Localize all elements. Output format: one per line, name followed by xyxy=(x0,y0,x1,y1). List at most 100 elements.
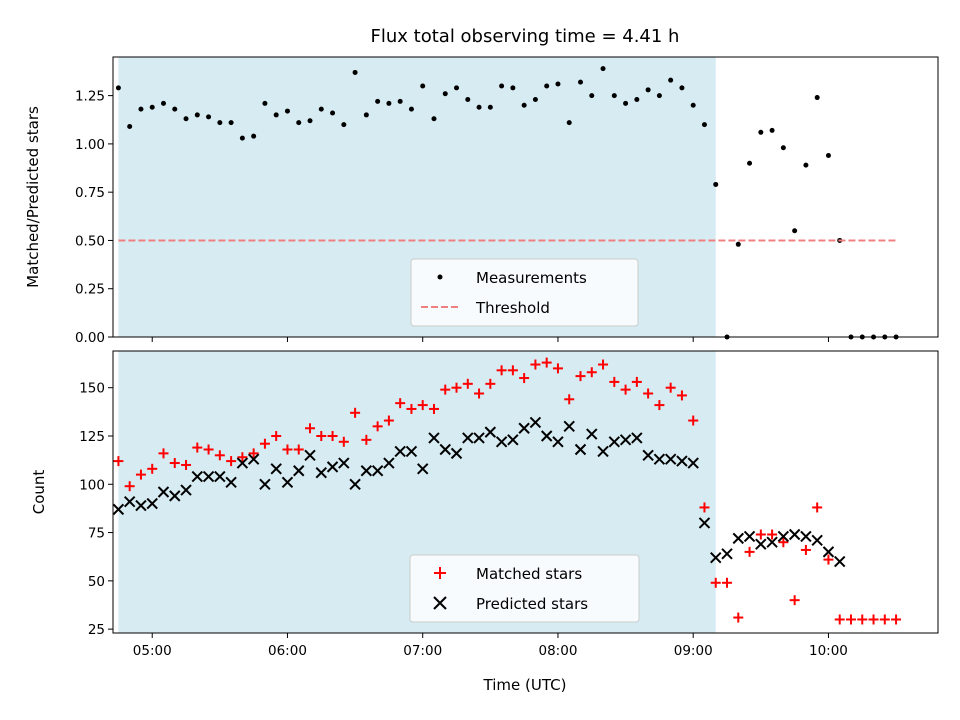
predicted-stars-point xyxy=(834,555,846,568)
matched-stars-point xyxy=(237,452,248,463)
predicted-stars-point xyxy=(721,548,733,560)
predicted-stars-point xyxy=(732,532,744,545)
matched-stars-point xyxy=(113,456,124,467)
measurements-point xyxy=(138,106,144,112)
predicted-stars-point xyxy=(338,457,350,469)
matched-stars-point xyxy=(654,400,665,411)
measurements-point xyxy=(668,77,674,83)
matched-stars-point xyxy=(158,448,169,459)
predicted-stars-point xyxy=(529,416,542,429)
predicted-stars-point xyxy=(112,503,125,516)
measurements-point xyxy=(149,104,155,110)
predicted-stars-point xyxy=(428,432,440,444)
matched-stars-point xyxy=(800,544,811,555)
matched-stars-point xyxy=(868,614,879,625)
measurements-point xyxy=(555,81,561,87)
matched-stars-point xyxy=(451,382,462,393)
bottom-ytick-label: 100 xyxy=(79,477,105,493)
matched-stars-point xyxy=(879,614,890,625)
matched-stars-point xyxy=(417,400,428,411)
predicted-stars-point xyxy=(653,453,666,465)
matched-stars-point xyxy=(124,481,135,492)
measurements-point xyxy=(780,145,786,151)
predicted-stars-point xyxy=(191,470,204,483)
predicted-stars-point xyxy=(586,428,598,440)
predicted-stars-point xyxy=(822,546,835,558)
matched-stars-point xyxy=(891,614,902,625)
predicted-stars-point xyxy=(698,517,711,529)
matched-stars-point xyxy=(259,438,270,449)
top-legend-box xyxy=(410,258,639,327)
matched-stars-point xyxy=(665,382,676,393)
matched-stars-point xyxy=(823,554,834,565)
predicted-stars-point xyxy=(676,455,688,467)
predicted-stars-point xyxy=(405,445,418,458)
matched-stars-point xyxy=(181,459,192,470)
predicted-stars-point xyxy=(394,445,406,458)
matched-stars-point xyxy=(203,444,214,455)
matched-stars-point xyxy=(688,415,699,426)
predicted-stars-point xyxy=(417,463,429,475)
matched-stars-point xyxy=(226,456,237,467)
bottom-ytick-label: 50 xyxy=(88,574,105,590)
matched-stars-point xyxy=(744,546,755,557)
matched-stars-point xyxy=(147,463,158,474)
predicted-stars-point xyxy=(540,430,553,442)
measurements-point xyxy=(747,160,753,166)
matched-stars-point xyxy=(135,469,146,480)
measurements-point xyxy=(206,114,212,120)
measurements-point xyxy=(769,127,775,133)
matched-stars-point xyxy=(564,394,575,405)
measurements-point xyxy=(296,120,302,126)
predicted-stars-point xyxy=(383,457,395,469)
measurements-point xyxy=(623,100,629,106)
predicted-stars-point xyxy=(349,478,361,490)
predicted-stars-point xyxy=(202,470,215,483)
measurements-point xyxy=(217,120,223,126)
top-ytick-label: 0.25 xyxy=(75,282,105,298)
measurements-point xyxy=(228,120,234,126)
matched-stars-point xyxy=(474,388,485,399)
bottom-ytick-label: 150 xyxy=(79,381,105,397)
predicted-stars-point xyxy=(293,465,305,477)
measurements-point xyxy=(611,93,617,99)
matched-stars-point xyxy=(327,430,338,441)
legend-label-threshold: Threshold xyxy=(475,299,550,317)
measurements-point xyxy=(544,83,550,89)
predicted-stars-point xyxy=(247,453,260,465)
matched-stars-point xyxy=(361,434,372,445)
measurements-point xyxy=(499,83,505,89)
matched-stars-point xyxy=(372,421,383,432)
predicted-stars-point xyxy=(518,422,530,434)
predicted-stars-point xyxy=(743,530,756,543)
predicted-stars-point xyxy=(664,453,677,465)
predicted-stars-point xyxy=(597,445,609,458)
matched-stars-point xyxy=(248,448,259,459)
matched-stars-point xyxy=(406,403,417,414)
predicted-stars-point xyxy=(800,530,812,543)
measurements-point xyxy=(442,91,448,97)
predicted-stars-point xyxy=(608,436,621,448)
measurements-point xyxy=(251,133,257,139)
predicted-stars-point xyxy=(473,432,485,444)
matched-stars-point xyxy=(643,388,654,399)
predicted-stars-point xyxy=(259,478,271,490)
matched-stars-point xyxy=(857,614,868,625)
predicted-stars-point xyxy=(710,551,722,564)
matched-stars-point xyxy=(192,442,203,453)
predicted-stars-point xyxy=(326,461,339,473)
measurements-point xyxy=(465,96,471,102)
measurements-point xyxy=(127,124,133,130)
predicted-stars-point xyxy=(563,420,575,433)
predicted-stars-point xyxy=(270,463,282,475)
matched-stars-point xyxy=(383,415,394,426)
predicted-stars-point xyxy=(642,449,654,462)
top-ytick-label: 0.00 xyxy=(75,330,105,346)
measurements-point xyxy=(825,152,831,158)
bottom-panel: 25 50 75 100 125 150 05:00 06:00 07:00 08:00 09:0… xyxy=(30,350,939,694)
matched-stars-point xyxy=(428,403,439,414)
measurements-point xyxy=(814,95,820,101)
measurements-point xyxy=(239,135,245,141)
matched-stars-point xyxy=(552,363,563,374)
measurements-point xyxy=(115,85,121,91)
